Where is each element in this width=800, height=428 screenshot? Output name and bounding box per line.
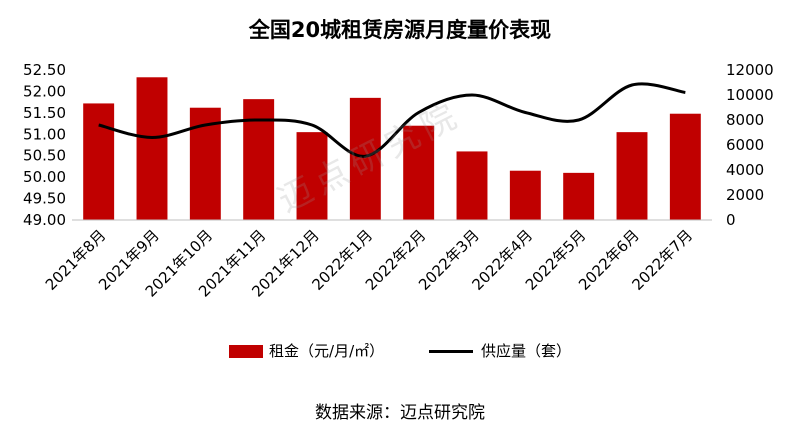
bar xyxy=(563,172,595,220)
line-series xyxy=(98,82,686,158)
right-axis-tick-label: 0 xyxy=(726,211,736,229)
right-axis-tick-label: 12000 xyxy=(726,61,774,79)
bar xyxy=(136,77,168,221)
source-note: 数据来源：迈点研究院 xyxy=(315,403,485,423)
left-axis-tick-label: 51.00 xyxy=(23,125,66,143)
right-axis-tick-label: 8000 xyxy=(726,111,764,129)
x-axis-labels: 2021年8月2021年9月2021年10月2021年11月2021年12月20… xyxy=(42,226,696,300)
legend-label-supply: 供应量（套） xyxy=(480,342,571,360)
chart-title: 全国20城租赁房源月度量价表现 xyxy=(248,18,552,42)
bar xyxy=(456,151,488,220)
left-axis-tick-label: 50.50 xyxy=(23,147,66,165)
right-axis-tick-label: 2000 xyxy=(726,186,764,204)
left-axis-tick-label: 49.50 xyxy=(23,190,66,208)
left-axis-tick-label: 49.00 xyxy=(23,211,66,229)
left-axis-tick-label: 51.50 xyxy=(23,104,66,122)
right-axis-tick-label: 6000 xyxy=(726,136,764,154)
left-axis-tick-label: 52.00 xyxy=(23,82,66,100)
bar-series xyxy=(72,77,712,221)
left-axis-tick-label: 52.50 xyxy=(23,61,66,79)
legend: 租金（元/月/㎡） 供应量（套） xyxy=(0,340,800,361)
legend-swatch-bar xyxy=(229,345,264,358)
legend-item-supply: 供应量（套） xyxy=(428,340,571,361)
bar xyxy=(296,132,328,220)
right-axis: 0 2000 4000 6000 8000 10000 12000 xyxy=(726,61,774,229)
left-axis-tick-label: 50.00 xyxy=(23,168,66,186)
legend-swatch-line xyxy=(428,350,473,353)
legend-label-rent: 租金（元/月/㎡） xyxy=(269,342,385,360)
legend-item-rent: 租金（元/月/㎡） xyxy=(229,340,384,361)
bar xyxy=(349,97,381,220)
left-axis: 49.00 49.50 50.00 50.50 51.00 51.50 52.00 52.50 xyxy=(23,61,66,229)
bar xyxy=(403,125,435,220)
bar xyxy=(616,132,648,220)
bar xyxy=(83,103,115,220)
bar xyxy=(509,170,541,220)
bar xyxy=(243,99,275,220)
right-axis-tick-label: 10000 xyxy=(726,86,774,104)
supply-line xyxy=(98,82,686,158)
right-axis-tick-label: 4000 xyxy=(726,161,764,179)
bar xyxy=(669,113,701,220)
